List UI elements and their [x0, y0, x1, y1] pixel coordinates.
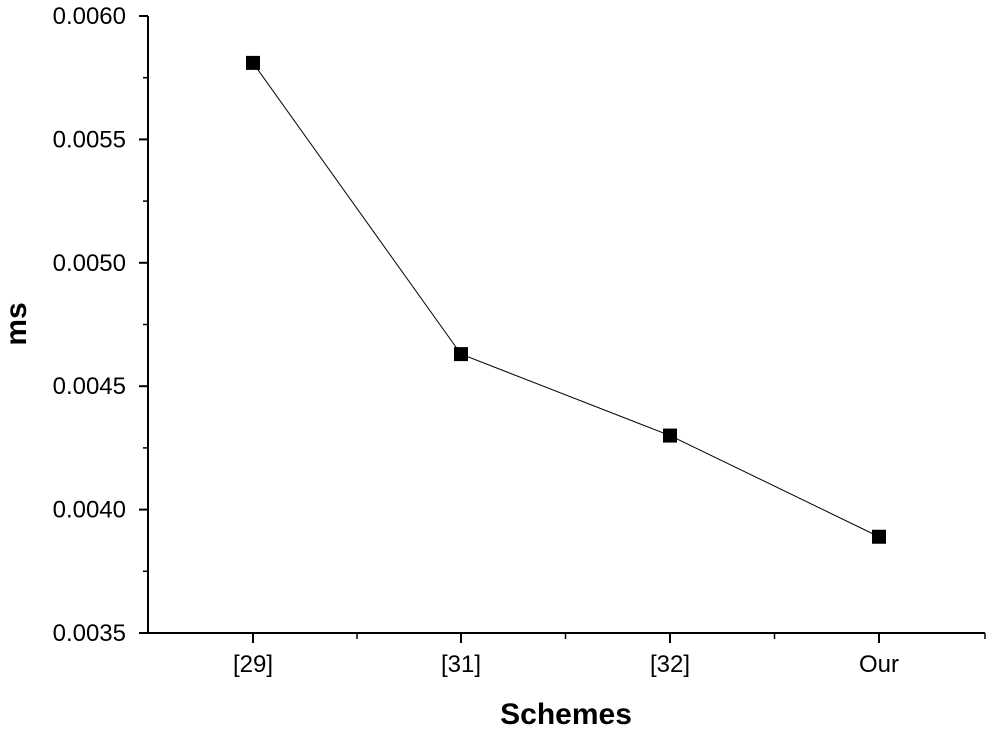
series-line	[252, 62, 880, 538]
data-point-marker	[663, 428, 677, 443]
x-ticks: [29] [31] [32] Our	[233, 633, 986, 678]
data-point-marker	[454, 347, 468, 362]
plot-area	[246, 55, 886, 544]
x-tick-label: [31]	[441, 651, 481, 678]
x-tick-label: Our	[859, 651, 899, 678]
x-axis-title: Schemes	[500, 698, 632, 730]
y-tick-label: 0.0055	[53, 126, 126, 153]
data-point-marker	[246, 55, 260, 70]
data-point-marker	[872, 529, 886, 544]
x-tick-label: [29]	[233, 651, 273, 678]
y-tick-label: 0.0050	[53, 250, 126, 277]
y-tick-label: 0.0040	[53, 497, 126, 524]
y-axis-title: ms	[0, 302, 33, 345]
y-tick-label: 0.0045	[53, 373, 126, 400]
y-ticks: 0.0035 0.0040 0.0045 0.0050 0.0055 0.0060	[53, 3, 148, 647]
y-tick-label: 0.0035	[53, 620, 126, 647]
y-tick-label: 0.0060	[53, 3, 126, 30]
x-axis: [29] [31] [32] Our	[148, 632, 986, 678]
x-tick-label: [32]	[650, 651, 690, 678]
y-axis: 0.0035 0.0040 0.0045 0.0050 0.0055 0.0060	[53, 3, 149, 647]
